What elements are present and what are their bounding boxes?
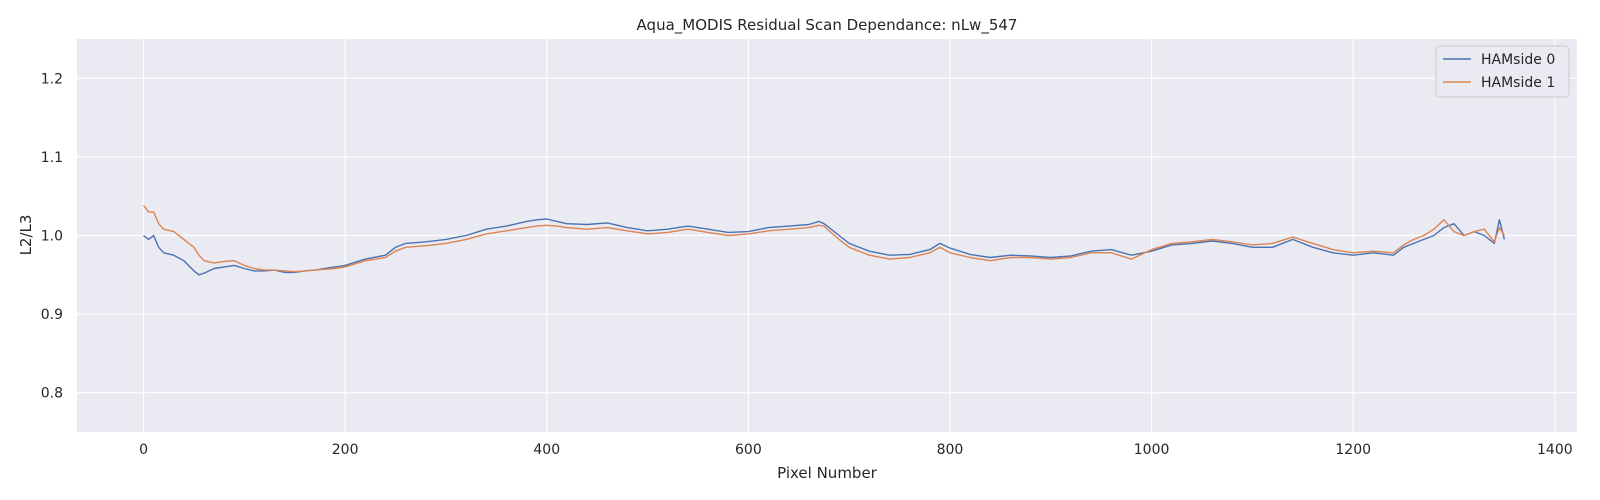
x-tick-label: 1400 — [1537, 442, 1573, 458]
y-axis-label: L2/L3 — [17, 215, 35, 256]
x-tick-label: 800 — [937, 442, 964, 458]
legend-label-hamside-0: HAMside 0 — [1481, 52, 1555, 68]
chart-title: Aqua_MODIS Residual Scan Dependance: nLw… — [637, 16, 1018, 35]
series-line-hamside-1 — [142, 205, 1505, 273]
legend: HAMside 0 HAMside 1 — [1435, 45, 1570, 98]
series-group — [142, 205, 1506, 276]
x-axis-label: Pixel Number — [777, 464, 878, 482]
x-axis-ticks: 0 200 400 600 800 1000 1200 1400 — [139, 442, 1573, 458]
y-axis-ticks: 0.8 0.9 1.0 1.1 1.2 — [41, 71, 63, 401]
y-tick-label: 0.9 — [41, 307, 63, 323]
x-tick-label: 0 — [139, 442, 148, 458]
x-tick-label: 1000 — [1134, 442, 1170, 458]
y-tick-label: 1.2 — [41, 71, 63, 87]
x-tick-label: 1200 — [1335, 442, 1371, 458]
x-tick-label: 600 — [735, 442, 762, 458]
x-tick-label: 400 — [533, 442, 560, 458]
y-tick-label: 0.8 — [41, 386, 63, 402]
x-tick-label: 200 — [332, 442, 359, 458]
y-tick-label: 1.0 — [41, 229, 63, 245]
y-tick-label: 1.1 — [41, 150, 63, 166]
legend-label-hamside-1: HAMside 1 — [1481, 75, 1555, 91]
grid — [77, 39, 1577, 432]
